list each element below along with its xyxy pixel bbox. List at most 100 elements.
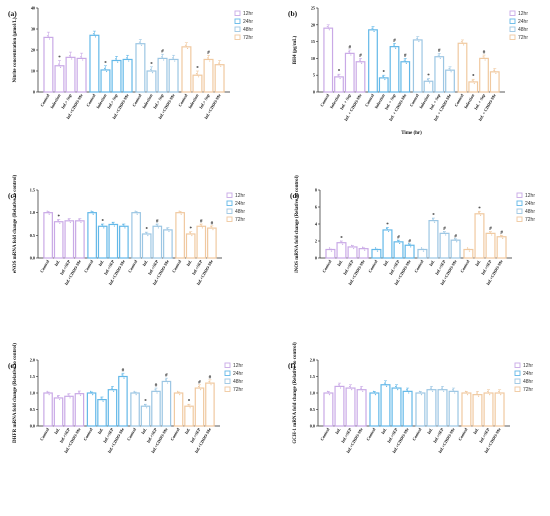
legend: 12hr 24hr 48hr 72hr bbox=[234, 10, 253, 41]
legend-swatch bbox=[224, 386, 231, 392]
y-tick-label: 1.5 bbox=[30, 374, 35, 379]
data-point bbox=[186, 46, 188, 48]
significance-mark: # bbox=[122, 369, 125, 374]
data-point bbox=[58, 221, 60, 223]
significance-mark: # bbox=[207, 51, 210, 56]
data-point bbox=[197, 76, 200, 78]
bar bbox=[325, 248, 336, 259]
legend-swatch bbox=[516, 216, 523, 222]
data-point bbox=[483, 57, 486, 60]
data-point bbox=[157, 227, 159, 229]
data-point bbox=[491, 234, 493, 236]
data-point bbox=[161, 56, 163, 58]
data-point bbox=[482, 56, 484, 58]
data-point bbox=[197, 74, 199, 76]
data-point bbox=[371, 27, 373, 29]
data-point bbox=[428, 82, 431, 84]
data-point bbox=[79, 393, 81, 395]
y-axis-label: DHFR mRNA fold change (Relative to contr… bbox=[13, 343, 18, 443]
bar bbox=[161, 380, 172, 427]
bar bbox=[86, 392, 97, 427]
data-point bbox=[126, 57, 128, 59]
data-point bbox=[59, 398, 61, 401]
data-point bbox=[468, 250, 471, 252]
data-point bbox=[134, 210, 136, 212]
data-point bbox=[67, 394, 69, 396]
x-tick-label: Inf. bbox=[474, 259, 482, 267]
bar bbox=[140, 405, 151, 427]
legend-swatch bbox=[516, 192, 523, 198]
data-point bbox=[173, 58, 175, 61]
data-point bbox=[418, 390, 421, 392]
bar bbox=[135, 43, 146, 93]
data-point bbox=[360, 61, 362, 63]
x-tick-label: Control bbox=[453, 92, 465, 107]
data-point bbox=[220, 65, 222, 67]
significance-mark: # bbox=[209, 375, 212, 380]
bar bbox=[468, 81, 479, 93]
data-point bbox=[145, 231, 147, 233]
data-point bbox=[136, 213, 138, 215]
data-point bbox=[209, 382, 211, 384]
data-point bbox=[162, 57, 164, 60]
data-point bbox=[328, 247, 331, 249]
bar bbox=[463, 248, 474, 259]
x-tick-label: Control bbox=[319, 92, 331, 107]
legend-swatch bbox=[516, 200, 523, 206]
data-point bbox=[80, 56, 82, 58]
bar bbox=[461, 392, 472, 427]
legend-label: 12hr bbox=[518, 11, 528, 17]
data-point bbox=[47, 392, 50, 394]
legend-label: 12hr bbox=[233, 363, 243, 369]
data-point bbox=[58, 397, 60, 399]
legend-swatch bbox=[226, 208, 233, 214]
legend-swatch bbox=[509, 34, 516, 40]
x-tick-label: Control bbox=[39, 258, 51, 273]
bar bbox=[334, 385, 345, 427]
x-tick-label: Inf. bbox=[336, 259, 344, 267]
significance-mark: * bbox=[432, 214, 435, 219]
x-tick-label: Inf. bbox=[97, 259, 105, 267]
bar bbox=[76, 57, 87, 93]
data-point bbox=[155, 390, 157, 392]
y-tick-label: 15 bbox=[311, 39, 315, 44]
data-point bbox=[495, 72, 497, 75]
y-tick-label: 20 bbox=[31, 48, 35, 53]
bar bbox=[122, 58, 133, 93]
significance-mark: * bbox=[104, 61, 107, 66]
data-point bbox=[341, 243, 344, 245]
data-point bbox=[398, 241, 400, 243]
legend: 12hr 24hr 48hr 72hr bbox=[514, 362, 533, 393]
x-tick-label: Control bbox=[364, 92, 376, 107]
data-point bbox=[69, 221, 71, 224]
significance-mark: # bbox=[408, 239, 411, 244]
data-point bbox=[443, 231, 445, 233]
bar bbox=[151, 390, 161, 427]
bar bbox=[457, 42, 468, 93]
significance-mark: * bbox=[101, 220, 104, 225]
legend-label: 24hr bbox=[523, 371, 533, 377]
legend-swatch bbox=[509, 26, 516, 32]
data-point bbox=[454, 237, 456, 240]
significance-mark: * bbox=[386, 223, 389, 228]
y-tick-label: 10 bbox=[311, 56, 315, 61]
data-point bbox=[363, 248, 365, 250]
data-point bbox=[500, 234, 502, 236]
bar bbox=[196, 225, 207, 259]
legend-label: 48hr bbox=[523, 379, 533, 385]
data-point bbox=[407, 390, 409, 392]
data-point bbox=[493, 69, 495, 71]
significance-mark: # bbox=[483, 51, 486, 56]
y-tick-label: 1.5 bbox=[310, 374, 315, 379]
data-point bbox=[466, 392, 468, 394]
chart-panel-2: (c) 0.0 0.5 1.0 1.5 eNOS mRNA fold change (Re… bbox=[8, 175, 245, 286]
x-tick-label: Control bbox=[131, 92, 143, 107]
data-point bbox=[433, 220, 435, 222]
significance-mark: # bbox=[404, 54, 407, 59]
data-point bbox=[350, 54, 352, 56]
bar bbox=[152, 225, 163, 259]
data-point bbox=[466, 394, 469, 396]
data-point bbox=[168, 230, 170, 233]
bar bbox=[131, 212, 141, 259]
legend-label: 72hr bbox=[525, 217, 535, 223]
